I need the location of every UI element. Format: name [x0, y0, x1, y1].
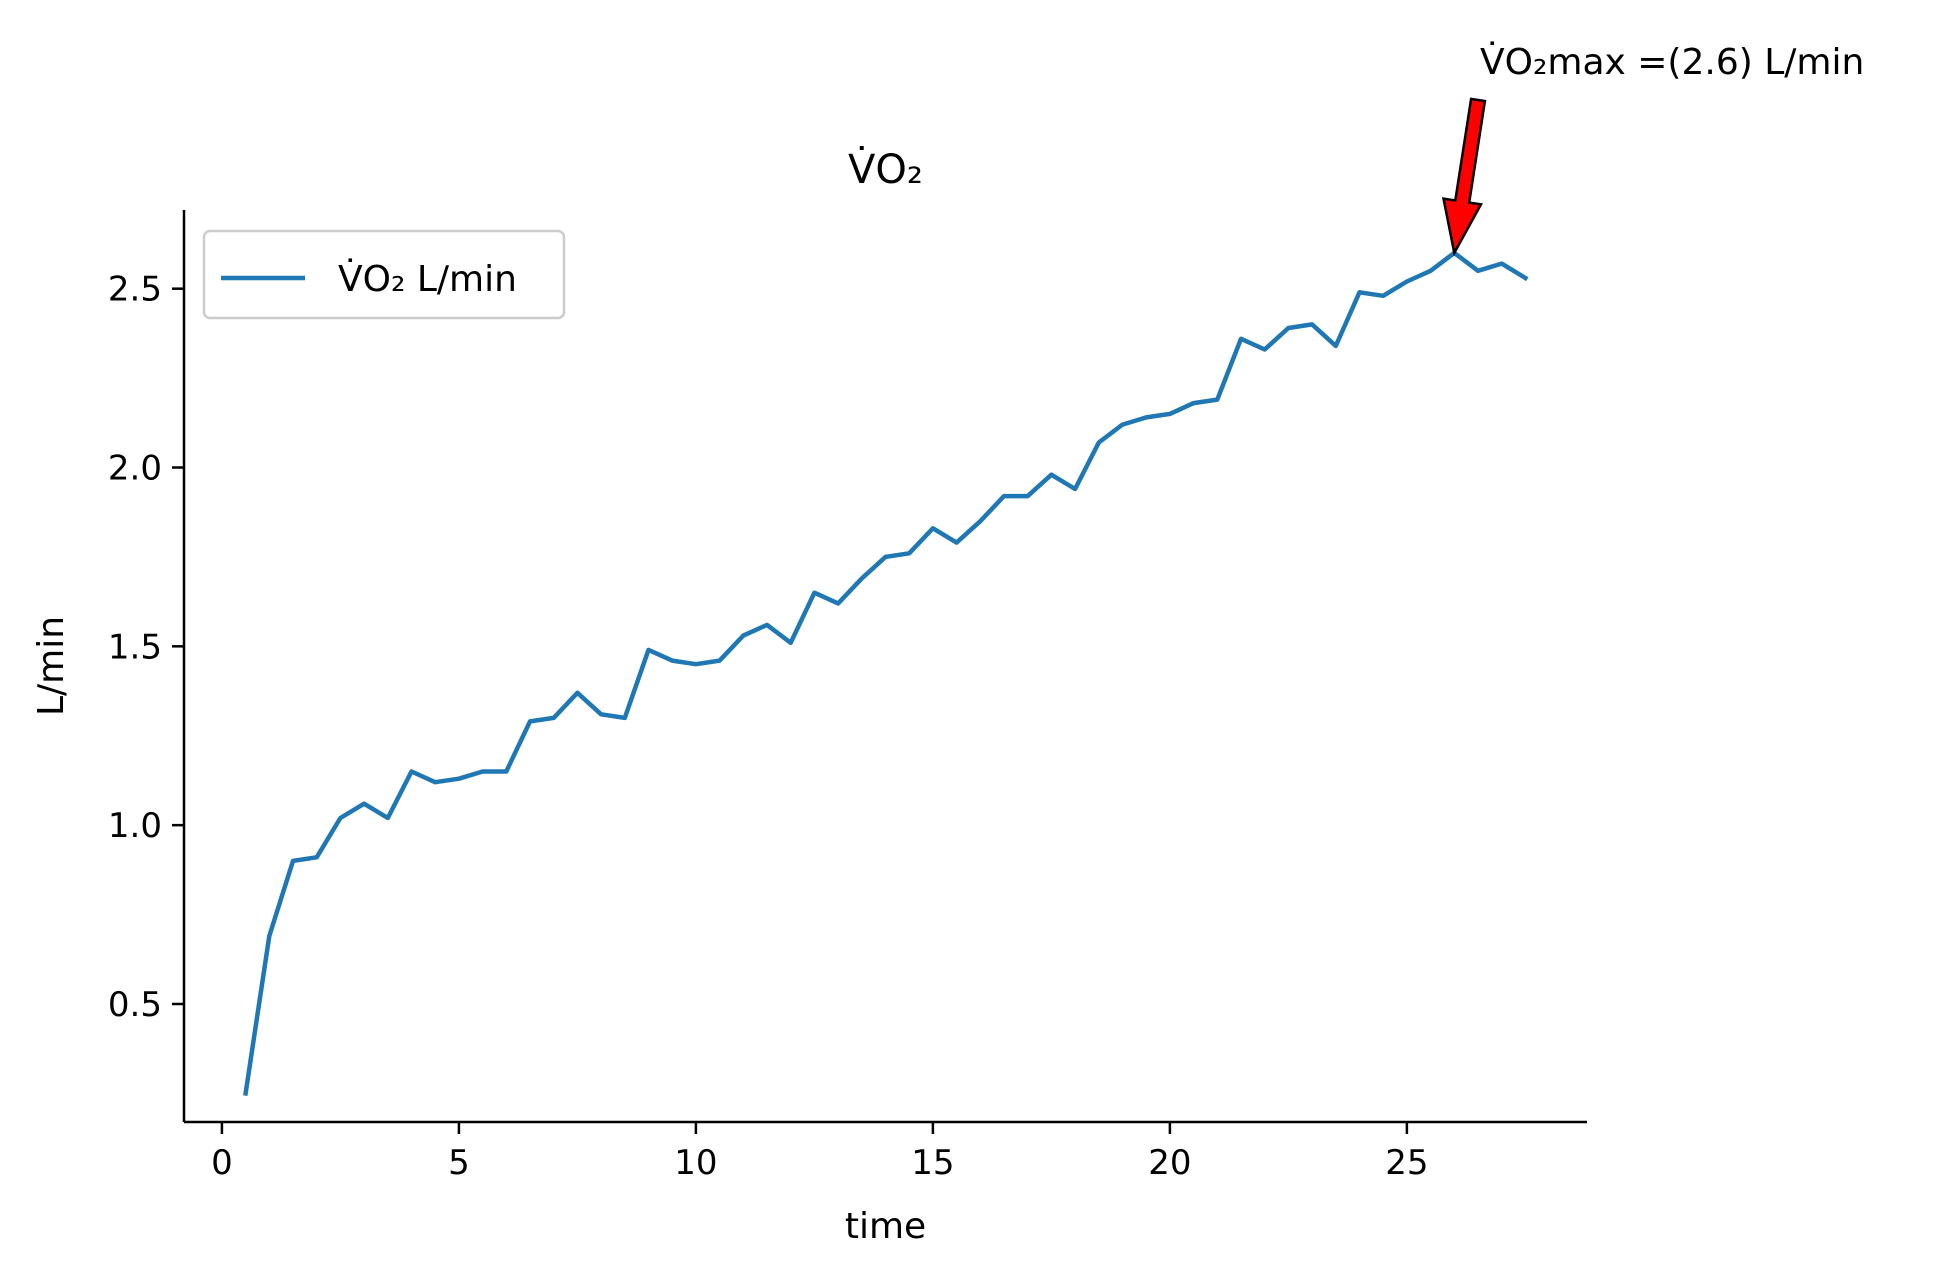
data-point [930, 526, 935, 531]
data-point [599, 712, 604, 717]
x-tick-label: 25 [1385, 1143, 1428, 1183]
data-point [1404, 279, 1409, 284]
data-point [765, 622, 770, 627]
data-point [859, 576, 864, 581]
data-point [267, 934, 272, 939]
data-point [646, 647, 651, 652]
data-point [504, 769, 509, 774]
x-tick-label: 5 [448, 1143, 470, 1183]
data-point [362, 801, 367, 806]
data-point [1428, 268, 1433, 273]
data-point [907, 551, 912, 556]
data-point [314, 855, 319, 860]
y-tick-label: 1.0 [108, 806, 162, 846]
data-point [836, 601, 841, 606]
data-point [1333, 343, 1338, 348]
data-point [1476, 268, 1481, 273]
x-tick-label: 20 [1148, 1143, 1191, 1183]
y-tick-label: 2.5 [108, 270, 162, 310]
data-point [575, 690, 580, 695]
x-axis-label: time [845, 1206, 926, 1247]
data-point [480, 769, 485, 774]
data-point [551, 715, 556, 720]
data-point [954, 540, 959, 545]
annotation-label: V̇O₂max =(2.6) L/min [1480, 41, 1864, 83]
data-point [741, 633, 746, 638]
x-tick-label: 0 [211, 1143, 233, 1183]
data-point [1049, 472, 1054, 477]
x-tick-label: 10 [674, 1143, 717, 1183]
data-point [812, 590, 817, 595]
legend: V̇O₂ L/min [202, 229, 566, 320]
data-point [1286, 326, 1291, 331]
axes [172, 210, 1587, 1134]
data-point [1262, 347, 1267, 352]
annotation-arrow [1441, 97, 1487, 257]
data-point [456, 776, 461, 781]
data-point [1215, 397, 1220, 402]
data-point [1191, 401, 1196, 406]
data-point [385, 816, 390, 821]
data-point [243, 1091, 248, 1096]
y-axis-label: L/min [31, 616, 72, 716]
data-point [1357, 290, 1362, 295]
data-point [622, 715, 627, 720]
data-point [1120, 422, 1125, 427]
legend-label: V̇O₂ L/min [338, 258, 517, 300]
data-point [1523, 276, 1528, 281]
series-line [243, 250, 1529, 1096]
data-point [1002, 494, 1007, 499]
data-point [1096, 440, 1101, 445]
data-point [883, 554, 888, 559]
data-point [717, 658, 722, 663]
data-point [693, 662, 698, 667]
chart-text: 0 5 10 15 20 25 0.5 1.0 1.5 2.0 2.5 time L/min V̇O₂ V̇… [31, 41, 1864, 1247]
data-point [1025, 494, 1030, 499]
y-tick-label: 2.0 [108, 449, 162, 489]
data-point [291, 858, 296, 863]
data-point [1144, 415, 1149, 420]
plot-area [243, 250, 1529, 1096]
legend-box [202, 229, 566, 320]
x-tick-label: 15 [911, 1143, 954, 1183]
data-point [433, 780, 438, 785]
data-point [978, 519, 983, 524]
data-point [1499, 261, 1504, 266]
y-tick-label: 1.5 [108, 627, 162, 667]
data-point [338, 816, 343, 821]
data-point [1167, 411, 1172, 416]
data-point [1239, 336, 1244, 341]
data-point [409, 769, 414, 774]
chart-title: V̇O₂ [848, 146, 923, 193]
data-point [670, 658, 675, 663]
data-point [528, 719, 533, 724]
data-point [788, 640, 793, 645]
data-point [1381, 293, 1386, 298]
y-tick-label: 0.5 [108, 985, 162, 1025]
data-point [1073, 487, 1078, 492]
data-point [1310, 322, 1315, 327]
